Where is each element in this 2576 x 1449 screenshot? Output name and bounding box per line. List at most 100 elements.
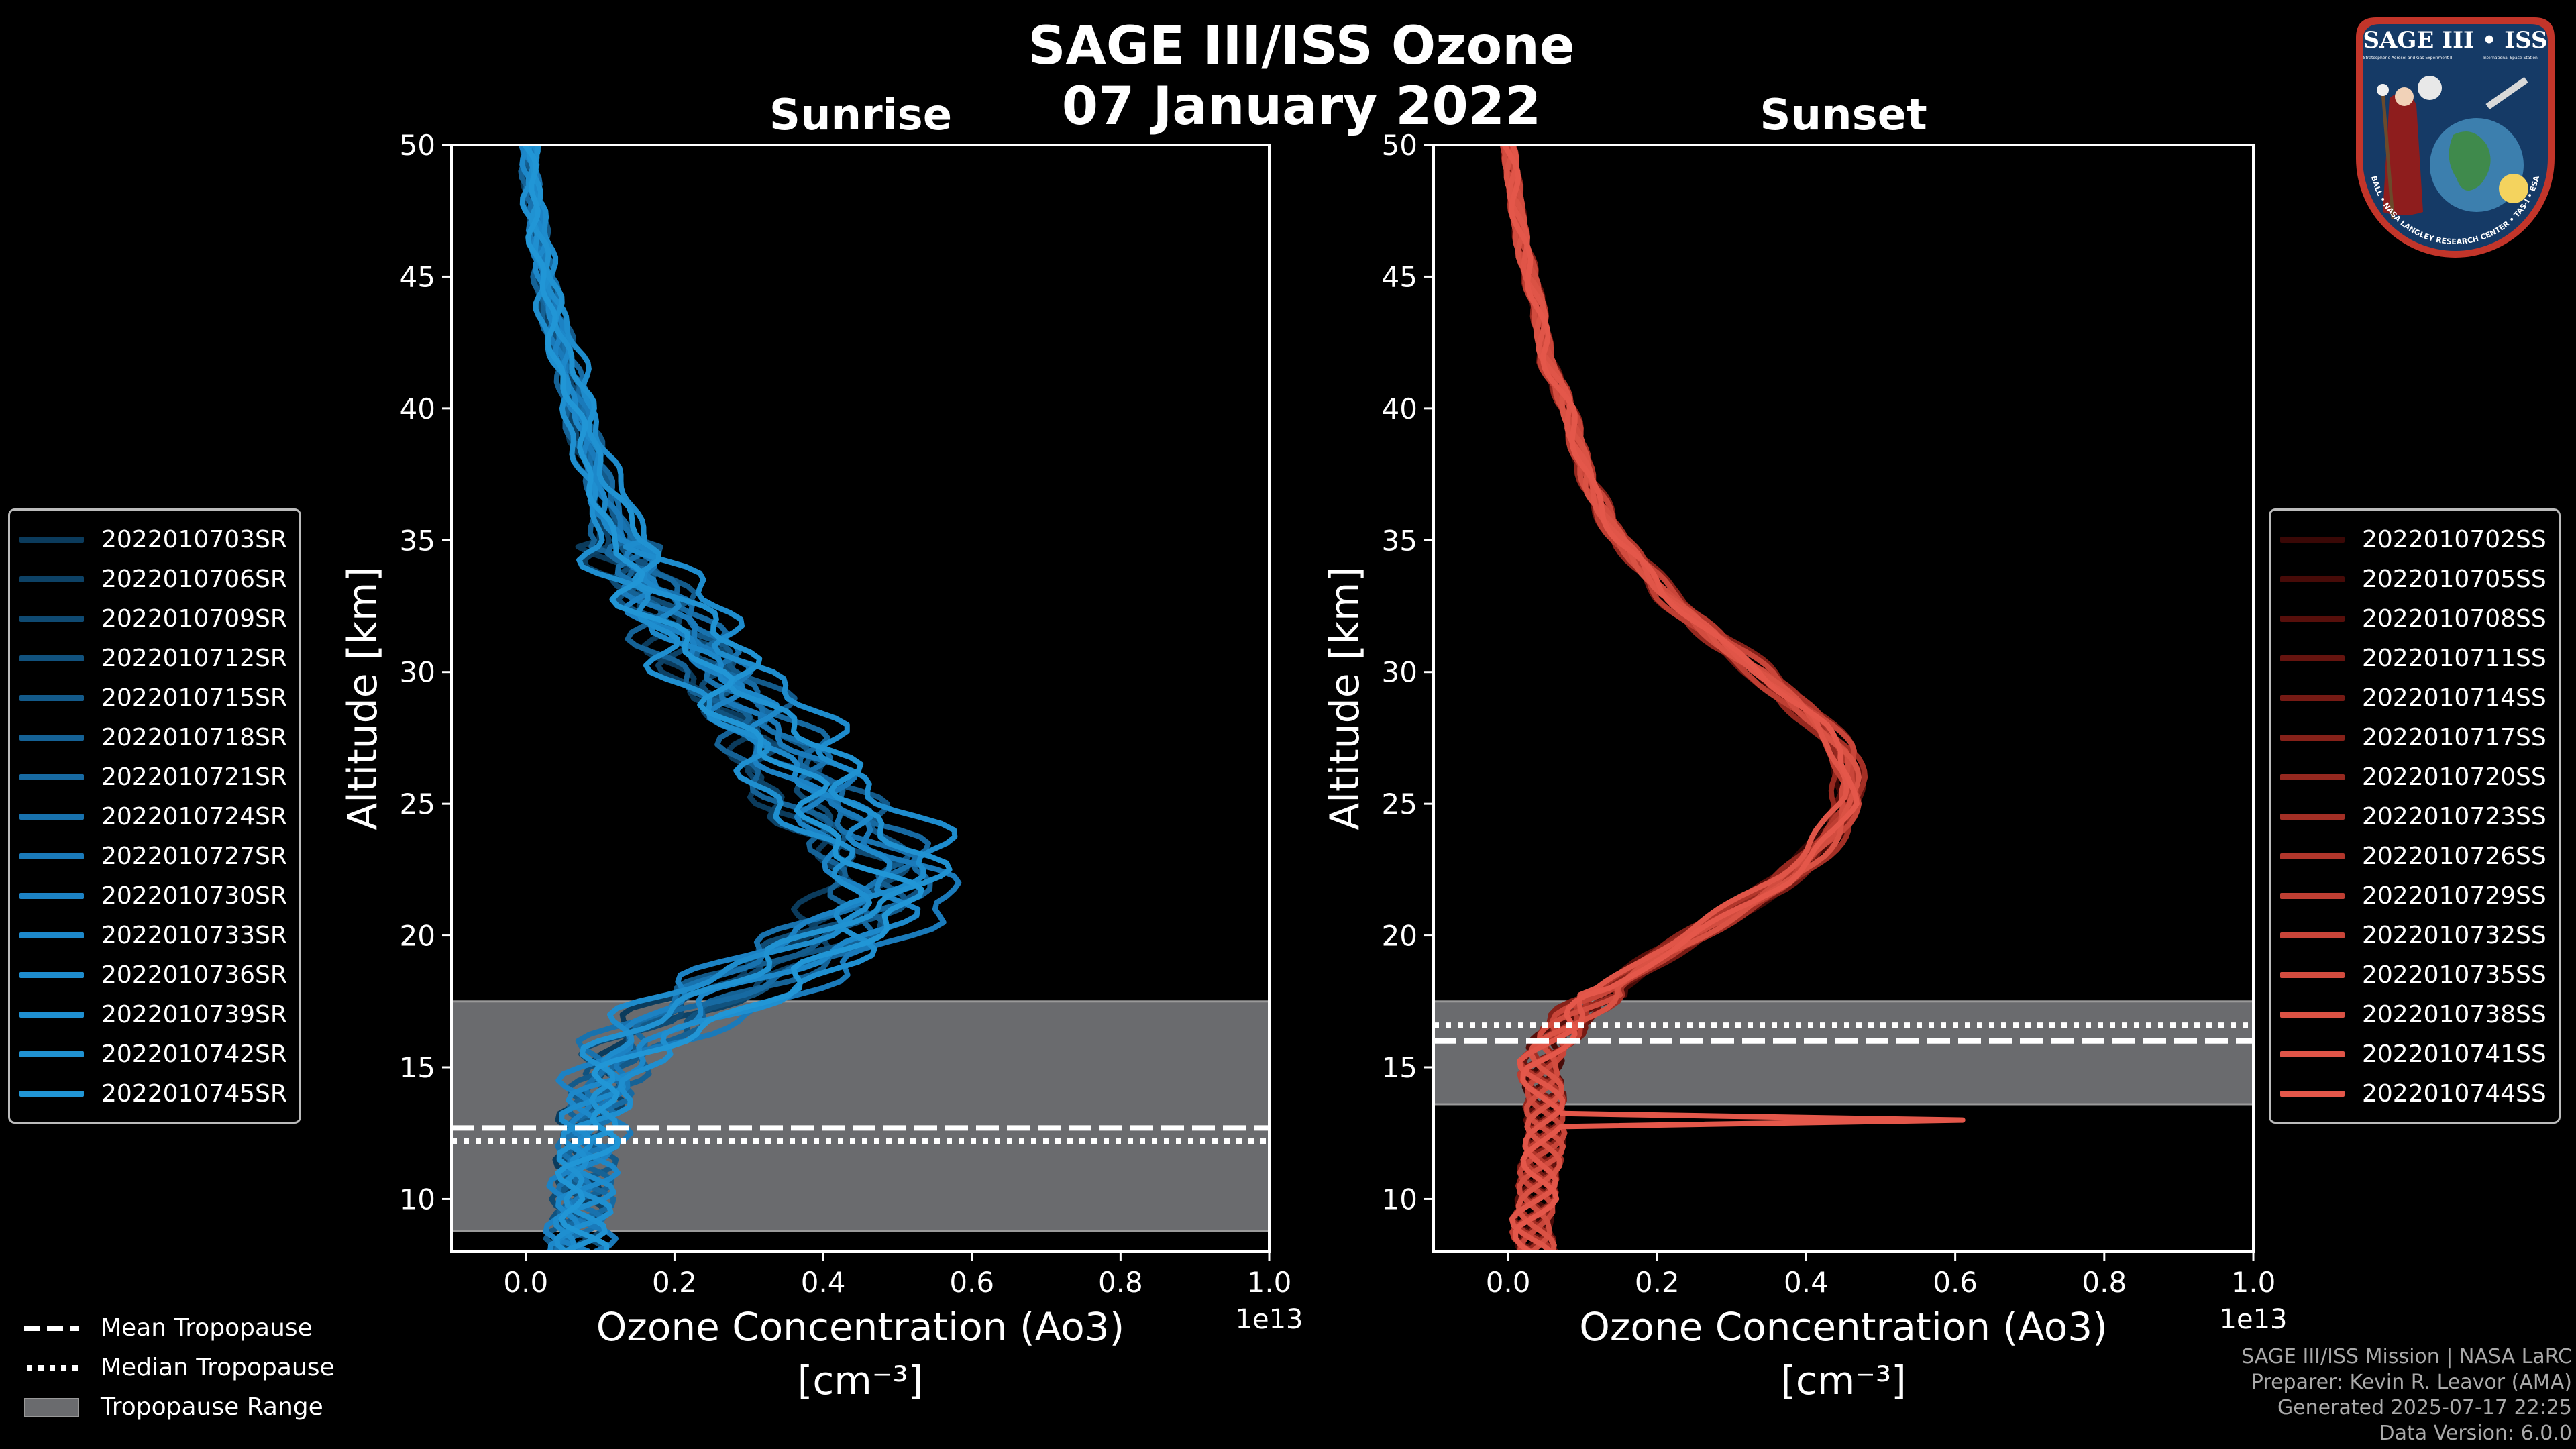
legend-item: 2022010745SR [19,1074,287,1114]
legend-label: 2022010732SS [2362,922,2546,949]
legend-item: 2022010738SS [2280,995,2546,1034]
y-tick-label: 10 [400,1183,435,1216]
legend-item: 2022010714SS [2280,678,2546,718]
x-tick-label: 0.8 [2082,1266,2127,1299]
x-axis-label: Ozone Concentration (Ao3) [596,1304,1125,1350]
legend-line-swatch [19,695,84,701]
legend-item: 2022010702SS [2280,520,2546,559]
legend-item: 2022010727SR [19,837,287,876]
panel-title: Sunset [1760,91,1927,140]
sun-icon [2499,174,2528,203]
legend-label: 2022010724SR [101,803,287,830]
credit-preparer: Preparer: Kevin R. Leavor (AMA) [2251,1371,2572,1394]
x-tick-label: 0.6 [1933,1266,1978,1299]
y-tick-label: 20 [1382,920,1417,953]
y-tick-label: 50 [1382,129,1417,162]
moon-icon [2418,76,2442,100]
panel-title: Sunrise [769,91,952,140]
legend-line-swatch [2280,774,2345,780]
legend-label: 2022010744SS [2362,1080,2546,1108]
x-tick-label: 0.4 [1784,1266,1829,1299]
x-tick-label: 0.6 [949,1266,994,1299]
sunrise-legend: 2022010703SR 2022010706SR 2022010709SR 2022… [8,508,301,1124]
legend-mean-tropopause: Mean Tropopause [24,1308,335,1348]
legend-label: 2022010708SS [2362,605,2546,633]
legend-label: 2022010721SR [101,763,287,791]
series-group [518,145,962,1252]
x-tick-label: 0.0 [1486,1266,1531,1299]
sunset-legend: 2022010702SS 2022010705SS 2022010708SS 2022… [2269,508,2561,1124]
legend-line-swatch [19,537,84,543]
legend-item: 2022010708SS [2280,599,2546,639]
legend-label: 2022010717SS [2362,724,2546,751]
y-tick-label: 25 [400,788,435,820]
x-tick-label: 1.0 [2231,1266,2276,1299]
legend-item: 2022010739SR [19,995,287,1034]
legend-line-swatch [2280,814,2345,820]
y-tick-label: 45 [1382,260,1417,293]
legend-line-swatch [19,1051,84,1057]
x-offset-label: 1e13 [2220,1304,2288,1335]
x-tick-label: 0.2 [1635,1266,1680,1299]
y-tick-label: 45 [400,260,435,293]
y-tick-label: 15 [400,1051,435,1084]
x-offset-label: 1e13 [1236,1304,1303,1335]
y-tick-label: 15 [1382,1051,1417,1084]
legend-item: 2022010736SR [19,955,287,995]
legend-label: 2022010736SR [101,961,287,989]
credit-mission: SAGE III/ISS Mission | NASA LaRC [2241,1345,2572,1368]
y-axis-label: Altitude [km] [1322,566,1368,830]
y-tick-label: 10 [1382,1183,1417,1216]
legend-range-label: Tropopause Range [101,1393,323,1421]
axes-frame [1432,144,2255,1253]
y-tick-label: 35 [400,524,435,557]
legend-line-swatch [2280,695,2345,701]
badge-subtitle-left: Stratospheric Aerosol and Gas Experiment… [2363,56,2454,60]
legend-line-swatch [2280,655,2345,661]
legend-label: 2022010720SS [2362,763,2546,791]
legend-label: 2022010712SR [101,645,287,672]
legend-item: 2022010723SS [2280,797,2546,837]
credits: SAGE III/ISS Mission | NASA LaRC Prepare… [2241,1344,2572,1446]
x-axis-unit-label: [cm⁻³] [1780,1358,1907,1403]
legend-item: 2022010744SS [2280,1074,2546,1114]
legend-item: 2022010726SS [2280,837,2546,876]
legend-label: 2022010738SS [2362,1001,2546,1028]
legend-line-swatch [2280,972,2345,978]
legend-label: 2022010718SR [101,724,287,751]
legend-line-swatch [19,814,84,820]
legend-item: 2022010724SR [19,797,287,837]
legend-item: 2022010732SS [2280,916,2546,955]
legend-line-swatch [19,1091,84,1097]
figure-title-line1: SAGE III/ISS Ozone [1028,16,1574,76]
legend-label: 2022010715SR [101,684,287,712]
legend-item: 2022010705SS [2280,559,2546,599]
legend-label: 2022010703SR [101,526,287,553]
legend-line-swatch [19,893,84,899]
legend-line-swatch [19,735,84,741]
y-axis-label: Altitude [km] [339,566,386,830]
legend-line-swatch [19,655,84,661]
legend-label: 2022010706SR [101,566,287,593]
series-line-2022010745SR [522,145,924,1252]
sunrise-panel: Sunrise 0.0 0.2 0.4 0.6 0.8 1.0 10 15 20 25 30 35 40 4… [339,91,1303,1403]
range-patch-symbol [23,1397,80,1417]
legend-item: 2022010711SS [2280,639,2546,678]
legend-line-swatch [2280,932,2345,938]
legend-item: 2022010730SR [19,876,287,916]
legend-label: 2022010726SS [2362,843,2546,870]
figure-title-line2: 07 January 2022 [1062,76,1542,137]
series-line-2022010730SR [519,145,875,1252]
x-tick-label: 0.4 [801,1266,846,1299]
legend-label: 2022010709SR [101,605,287,633]
legend-item: 2022010706SR [19,559,287,599]
tropopause-legend: Mean Tropopause Median Tropopause Tropop… [23,1308,335,1427]
credit-version: Data Version: 6.0.0 [2379,1421,2572,1445]
sunset-panel: Sunset 0.0 0.2 0.4 0.6 0.8 1.0 10 15 20 25 30 35 40 45… [1322,91,2287,1403]
x-tick-label: 1.0 [1247,1266,1292,1299]
legend-median-tropopause: Median Tropopause [24,1348,335,1387]
legend-line-swatch [2280,1091,2345,1097]
legend-median-label: Median Tropopause [101,1354,335,1381]
y-tick-label: 30 [1382,656,1417,689]
